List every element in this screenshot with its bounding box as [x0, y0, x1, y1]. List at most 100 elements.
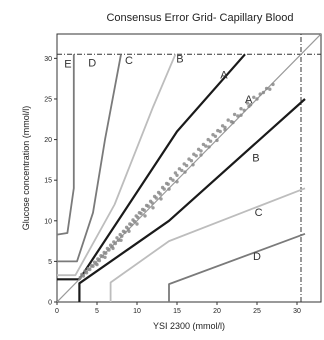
x-tick-label: 0: [55, 308, 59, 315]
data-point: [127, 229, 131, 233]
zone-boundary-D-upper: [57, 54, 75, 236]
data-point: [139, 211, 143, 216]
data-point: [116, 238, 121, 242]
x-tick-label: 5: [95, 308, 99, 315]
data-point: [255, 97, 259, 101]
data-point: [177, 167, 182, 171]
zone-label: B: [176, 53, 183, 65]
data-point: [236, 114, 240, 118]
data-point: [150, 201, 154, 205]
zone-label: A: [220, 70, 228, 82]
data-point: [115, 236, 119, 240]
data-point: [239, 113, 243, 117]
data-point: [239, 107, 243, 111]
x-tick-label: 30: [293, 308, 301, 315]
data-point: [223, 128, 227, 132]
data-point: [232, 112, 237, 117]
data-point: [199, 153, 203, 157]
data-point: [175, 180, 179, 184]
data-point: [84, 271, 89, 275]
x-tick-label: 15: [173, 308, 181, 315]
zone-boundary-B-lower: [109, 187, 306, 302]
data-point: [162, 187, 166, 191]
data-point: [158, 192, 162, 196]
data-point: [207, 145, 211, 149]
data-point: [180, 168, 184, 173]
data-point: [113, 241, 118, 246]
data-point: [271, 82, 275, 87]
data-point: [264, 86, 269, 91]
data-point: [245, 101, 250, 105]
zone-boundary-A-lower: [78, 98, 306, 302]
data-point: [120, 234, 124, 238]
zone-label: C: [125, 55, 133, 67]
data-point: [218, 129, 222, 134]
zone-boundary-A-upper: [57, 53, 246, 281]
data-point: [215, 138, 219, 143]
data-point: [258, 92, 262, 96]
data-point: [81, 274, 86, 278]
data-point: [247, 104, 251, 109]
y-ticks: 0 5 10 15 20 25 30: [44, 56, 57, 307]
data-point: [91, 264, 95, 268]
y-tick-label: 30: [44, 56, 52, 63]
data-point: [135, 222, 139, 226]
y-tick-label: 15: [44, 178, 52, 185]
data-point: [208, 139, 213, 143]
data-point: [171, 178, 175, 182]
chart-title: Consensus Error Grid- Capillary Blood: [106, 12, 293, 24]
data-point: [252, 95, 256, 100]
data-point: [95, 262, 99, 267]
y-tick-label: 25: [44, 96, 52, 103]
data-point: [132, 219, 137, 224]
y-tick-label: 0: [48, 300, 52, 307]
data-point: [242, 108, 246, 113]
data-point: [204, 144, 208, 148]
zone-boundary-C-lower: [168, 232, 306, 302]
data-point: [166, 182, 170, 186]
y-tick-label: 20: [44, 137, 52, 144]
zone-label: D: [88, 58, 96, 70]
data-point: [78, 275, 82, 280]
data-point: [268, 87, 272, 91]
zone-label: B: [252, 153, 259, 165]
data-point: [151, 206, 155, 210]
data-point: [196, 147, 201, 151]
data-point: [201, 142, 206, 147]
zone-label: A: [245, 94, 253, 106]
data-point: [199, 149, 203, 153]
x-axis-label: YSI 2300 (mmol/l): [153, 321, 225, 331]
data-point: [220, 124, 225, 128]
data-point: [97, 258, 102, 263]
data-points: [78, 82, 275, 280]
x-tick-label: 20: [213, 308, 221, 315]
y-axis-label: Glucose concentration (mmol/l): [21, 106, 31, 231]
data-point: [168, 176, 173, 181]
x-ticks: 0 5 10 15 20 25 30: [55, 302, 301, 315]
data-point: [187, 157, 191, 161]
data-point: [146, 204, 150, 208]
data-point: [206, 137, 210, 142]
data-point: [104, 251, 108, 255]
data-point: [111, 246, 115, 251]
data-point: [213, 134, 218, 138]
data-point: [211, 133, 215, 137]
data-point: [143, 214, 147, 218]
data-point: [129, 223, 134, 227]
zone-boundary-C-upper: [57, 54, 122, 263]
x-tick-label: 10: [133, 308, 141, 315]
data-point: [191, 163, 195, 167]
data-point: [88, 267, 92, 272]
y-tick-label: 10: [44, 218, 52, 225]
zone-label: E: [64, 58, 71, 70]
data-point: [123, 230, 127, 234]
data-point: [183, 170, 187, 174]
data-point: [167, 187, 171, 191]
x-tick-label: 25: [253, 308, 261, 315]
data-point: [103, 255, 107, 259]
data-point: [226, 118, 230, 122]
data-point: [192, 152, 196, 156]
zone-label: D: [253, 251, 261, 263]
data-point: [261, 90, 266, 95]
